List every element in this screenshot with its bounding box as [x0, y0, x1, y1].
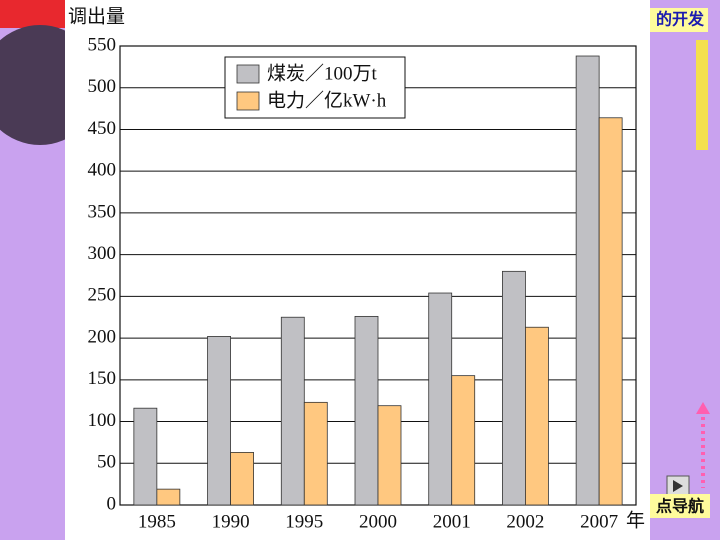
bar [207, 336, 231, 506]
y-tick-label: 450 [88, 118, 117, 139]
bar [280, 316, 305, 506]
x-tick-label: 1990 [212, 511, 250, 532]
x-tick-label: 2001 [433, 511, 471, 532]
bar [354, 315, 379, 506]
x-axis-label: 年 [626, 509, 645, 531]
nav-highlight [648, 494, 710, 518]
bar [502, 270, 526, 506]
y-tick-label: 200 [88, 326, 117, 347]
legend-label: 电力／亿kW·h [267, 89, 387, 111]
y-tick-label: 150 [88, 368, 117, 389]
legend-swatch [236, 91, 260, 111]
legend-label: 煤炭／100万t [267, 62, 378, 84]
y-tick-label: 500 [88, 76, 117, 97]
heading-highlight [648, 8, 708, 32]
y-tick-label: 350 [88, 201, 117, 222]
y-tick-label: 550 [88, 34, 117, 55]
x-tick-label: 2002 [506, 511, 544, 532]
bar [451, 375, 476, 506]
bar [156, 488, 181, 506]
y-tick-label: 0 [107, 493, 117, 514]
y-tick-label: 300 [88, 243, 117, 264]
x-tick-label: 1985 [138, 511, 176, 532]
header-bar [0, 0, 70, 28]
bar [525, 326, 549, 506]
slide-heading: 的开发 [656, 10, 705, 29]
y-axis-label: 调出量 [68, 5, 125, 27]
legend-swatch [236, 64, 260, 84]
arrow-head [696, 402, 710, 414]
bar [377, 405, 402, 506]
bar [230, 452, 254, 506]
x-tick-label: 2000 [359, 511, 397, 532]
bar [303, 401, 328, 506]
bar [428, 292, 453, 506]
x-tick-label: 2007 [580, 511, 618, 532]
bar [575, 55, 600, 506]
bar [133, 407, 158, 506]
bar [598, 117, 623, 506]
stripe-decor [696, 40, 708, 150]
nav-label[interactable]: 点导航 [656, 497, 704, 516]
y-tick-label: 50 [97, 452, 116, 473]
y-tick-label: 100 [88, 410, 117, 431]
y-tick-label: 250 [88, 285, 117, 306]
nav-icon[interactable] [673, 480, 683, 492]
y-tick-label: 400 [88, 160, 117, 181]
x-tick-label: 1995 [285, 511, 323, 532]
